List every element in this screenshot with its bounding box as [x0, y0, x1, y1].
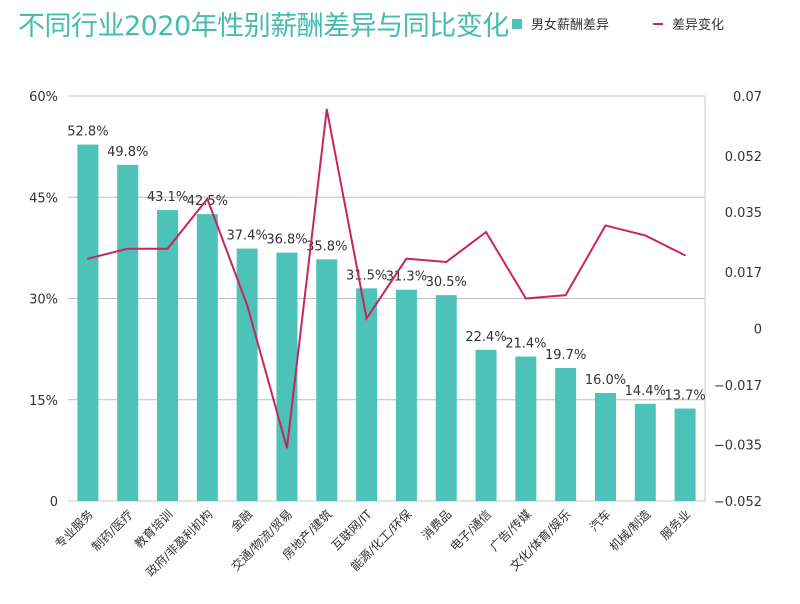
bar-data-label: 21.4% [505, 337, 546, 352]
legend-swatch-line [653, 22, 663, 25]
line-point [604, 224, 607, 227]
line-point [126, 247, 129, 250]
line-point [564, 294, 567, 296]
bar [77, 144, 99, 501]
y-left-tick-label: 45% [29, 191, 58, 206]
y-left-tick-label: 30% [29, 293, 58, 308]
bar [555, 368, 577, 501]
x-tick-label: 服务业 [657, 507, 693, 543]
bar-data-label: 13.7% [664, 389, 705, 404]
x-tick-label: 电子/通信 [447, 507, 494, 554]
line-point [87, 257, 89, 260]
x-tick-label: 制药/医疗 [89, 507, 136, 554]
y-right-tick-label: −0.017 [714, 379, 762, 394]
y-right-tick-label: 0.017 [725, 266, 762, 281]
line-point [325, 108, 328, 111]
bar-data-label: 19.7% [545, 348, 586, 363]
y-left-tick-label: 0 [50, 495, 58, 510]
chart-title: 不同行业2020年性别薪酬差异与同比变化 [18, 11, 509, 42]
bar [196, 214, 218, 501]
line-point [166, 247, 169, 250]
line-point [206, 198, 209, 200]
bar [117, 164, 139, 501]
line-point [286, 447, 288, 449]
x-tick-label: 汽车 [586, 507, 614, 535]
x-tick-label: 机械/制造 [606, 507, 653, 554]
y-right-tick-label: 0.052 [725, 150, 762, 165]
bar [435, 295, 457, 501]
bar-data-label: 37.4% [227, 229, 268, 244]
bar-data-label: 31.5% [346, 268, 387, 283]
legend-item-line: 差异变化 [653, 14, 724, 33]
x-tick-label: 金融 [228, 507, 256, 535]
bar [236, 248, 258, 501]
x-tick-label: 政府/非盈利机构 [143, 507, 216, 580]
bar-data-label: 49.8% [107, 145, 148, 160]
line-point [445, 261, 448, 263]
y-left-tick-label: 15% [29, 394, 58, 409]
line-point [405, 257, 408, 260]
y-left-tick-label: 60% [29, 90, 58, 105]
y-right-tick-label: −0.052 [714, 495, 762, 510]
legend-item-bar: 男女薪酬差异 [512, 14, 609, 33]
line-series [87, 109, 686, 449]
line-point [525, 297, 527, 300]
bar-data-label: 14.4% [625, 384, 666, 399]
bar [395, 289, 417, 501]
bar-data-label: 30.5% [426, 275, 467, 290]
bar [475, 349, 497, 501]
y-right-tick-label: 0 [754, 322, 762, 337]
bar [316, 259, 338, 501]
line-point [644, 234, 647, 237]
y-right-tick-label: −0.035 [714, 439, 762, 454]
bar [356, 288, 378, 501]
x-tick-label: 消费品 [419, 507, 454, 542]
bar [634, 403, 656, 501]
legend-label-line: 差异变化 [672, 18, 725, 33]
bar [515, 356, 537, 501]
bar [157, 210, 179, 501]
legend-label-bar: 男女薪酬差异 [531, 18, 610, 33]
line-point [246, 304, 248, 306]
y-right-tick-label: 0.07 [733, 90, 762, 105]
line-point [684, 254, 686, 257]
bar [276, 252, 298, 501]
bar [674, 408, 696, 501]
bar-data-label: 35.8% [306, 239, 347, 254]
legend-swatch-bar [512, 18, 522, 29]
bar-data-label: 22.4% [465, 330, 506, 345]
line-point [485, 231, 487, 233]
bar-data-label: 16.0% [585, 373, 626, 388]
bar-data-label: 31.3% [386, 270, 427, 285]
bar-data-label: 36.8% [266, 233, 307, 248]
bar-data-label: 43.1% [147, 190, 188, 205]
bar [594, 393, 616, 501]
bar-data-label: 52.8% [67, 125, 108, 140]
line-point [365, 317, 368, 320]
y-right-tick-label: 0.035 [725, 206, 762, 221]
